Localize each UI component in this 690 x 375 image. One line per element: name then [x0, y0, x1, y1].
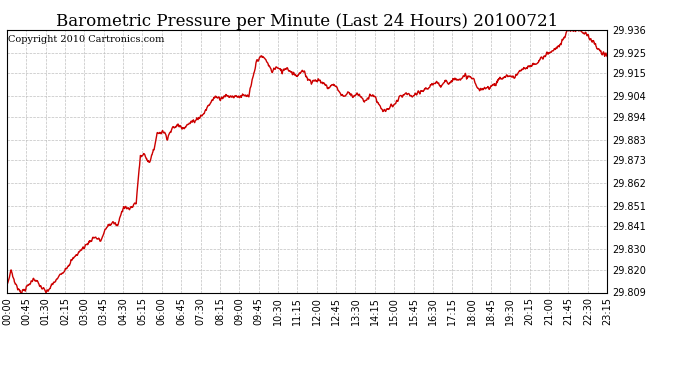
Title: Barometric Pressure per Minute (Last 24 Hours) 20100721: Barometric Pressure per Minute (Last 24 … [56, 13, 558, 30]
Text: Copyright 2010 Cartronics.com: Copyright 2010 Cartronics.com [8, 35, 164, 44]
